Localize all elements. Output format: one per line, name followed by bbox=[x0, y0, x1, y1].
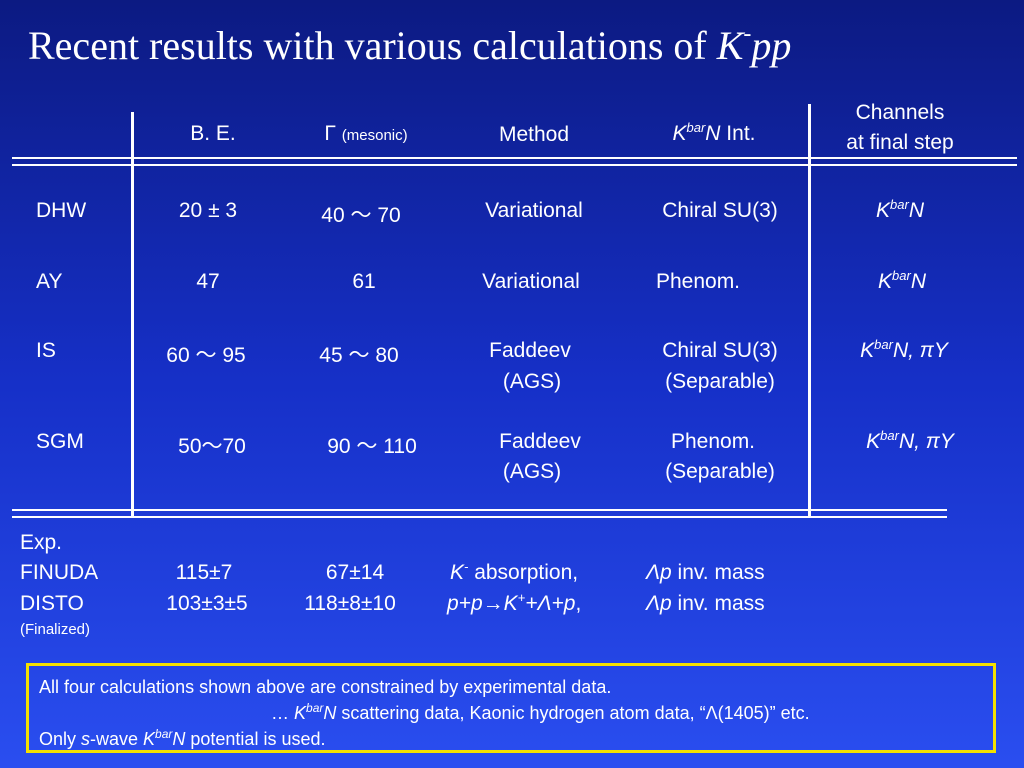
row-method: Faddeev bbox=[489, 339, 571, 362]
row-channels: KbarN, πY bbox=[860, 337, 948, 362]
row-int: Chiral SU(3) bbox=[662, 339, 778, 362]
row-method-sub: (AGS) bbox=[502, 370, 562, 393]
note-box: All four calculations shown above are co… bbox=[26, 663, 996, 753]
row-name: SGM bbox=[36, 430, 84, 453]
exp-finuda-gamma: 67±14 bbox=[325, 561, 385, 584]
exp-disto-method: p+p→K++Λ+p, bbox=[447, 590, 582, 615]
row-int: Chiral SU(3) bbox=[662, 199, 778, 222]
header-kbarn-int: KbarN Int. bbox=[672, 120, 756, 145]
row-be: 60 ～ 95 bbox=[166, 344, 246, 367]
header-divider-top bbox=[12, 157, 1017, 159]
column-divider-right bbox=[808, 104, 811, 518]
row-channels: KbarN bbox=[878, 268, 926, 293]
exp-divider-top bbox=[12, 509, 947, 511]
note-line-2: … KbarN scattering data, Kaonic hydrogen… bbox=[271, 701, 810, 723]
exp-finuda-method: K- absorption, bbox=[450, 559, 579, 584]
row-method-sub: (AGS) bbox=[502, 460, 562, 483]
note-line-3: Only s-wave KbarN potential is used. bbox=[39, 727, 326, 749]
row-int-sub: (Separable) bbox=[665, 460, 775, 483]
row-gamma: 40 ～ 70 bbox=[321, 204, 401, 227]
row-int: Phenom. bbox=[655, 270, 741, 293]
exp-divider-bottom bbox=[12, 516, 947, 518]
row-gamma: 61 bbox=[352, 270, 376, 293]
header-channels: Channels at final step bbox=[846, 101, 954, 154]
row-name: IS bbox=[36, 339, 56, 362]
row-channels: KbarN bbox=[876, 197, 924, 222]
exp-disto-int: Λp inv. mass bbox=[646, 592, 765, 615]
slide-title: Recent results with various calculations… bbox=[28, 21, 792, 68]
row-method: Faddeev bbox=[499, 430, 581, 453]
exp-finuda-int: Λp inv. mass bbox=[646, 561, 765, 584]
row-method: Variational bbox=[485, 199, 583, 222]
header-gamma: Γ (mesonic) bbox=[324, 122, 408, 145]
exp-disto-be: 103±3±5 bbox=[166, 592, 248, 615]
header-divider-bottom bbox=[12, 164, 1017, 166]
row-gamma: 90 ～ 110 bbox=[327, 435, 417, 458]
row-gamma: 45 ～ 80 bbox=[319, 344, 399, 367]
exp-finuda-name: FINUDA bbox=[20, 561, 99, 584]
note-line-1: All four calculations shown above are co… bbox=[39, 677, 612, 697]
row-int: Phenom. bbox=[670, 430, 756, 453]
column-divider-left bbox=[131, 112, 134, 518]
exp-finuda-be: 115±7 bbox=[175, 561, 233, 584]
row-name: DHW bbox=[36, 199, 87, 222]
row-channels: KbarN, πY bbox=[866, 428, 954, 453]
row-int-sub: (Separable) bbox=[665, 370, 775, 393]
row-be: 47 bbox=[196, 270, 220, 293]
exp-finalized: (Finalized) bbox=[20, 621, 91, 638]
row-method: Variational bbox=[482, 270, 580, 293]
exp-disto-name: DISTO bbox=[20, 592, 84, 615]
exp-label: Exp. bbox=[20, 531, 63, 554]
row-name: AY bbox=[36, 270, 63, 293]
header-be: B. E. bbox=[190, 122, 236, 145]
row-be: 20 ± 3 bbox=[178, 199, 238, 222]
row-be: 50～70 bbox=[178, 435, 246, 458]
header-method: Method bbox=[498, 123, 570, 146]
exp-disto-gamma: 118±8±10 bbox=[304, 592, 396, 615]
